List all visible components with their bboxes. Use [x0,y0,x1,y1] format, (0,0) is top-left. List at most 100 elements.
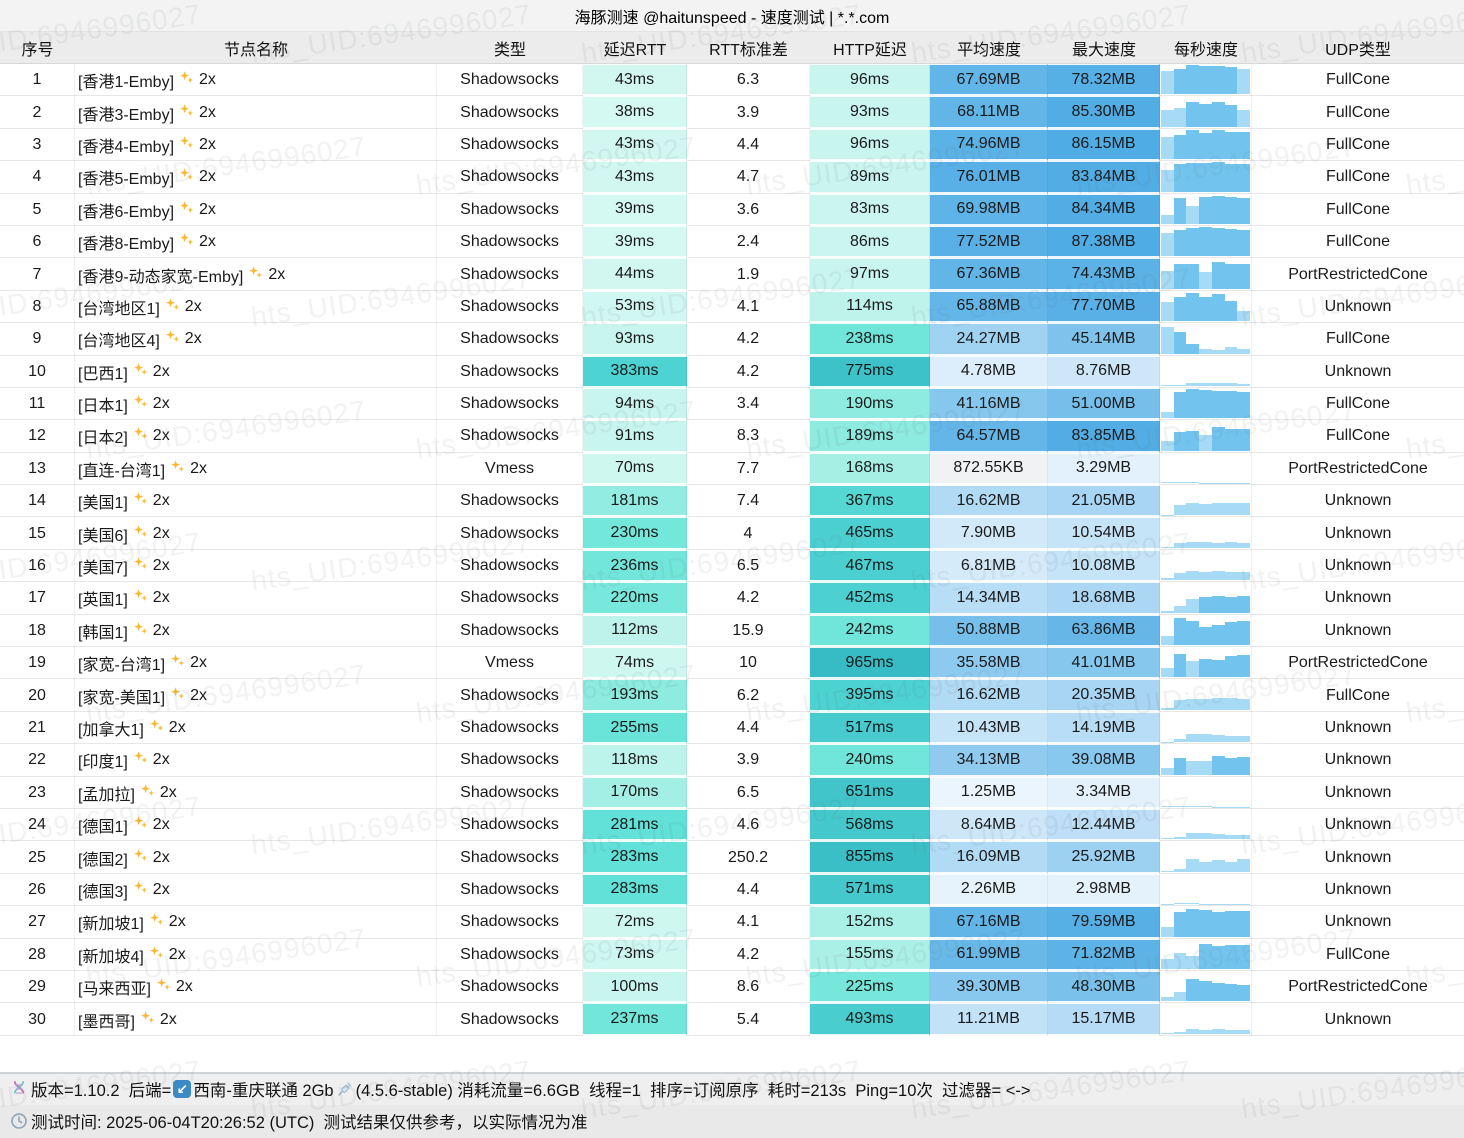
node-name-mult: 2x [152,816,170,834]
cell-max: 63.86MB [1048,614,1160,648]
cell-max: 39.08MB [1048,744,1160,777]
cell-node-name: [英国1] 2x [75,582,437,615]
cell-max: 71.82MB [1048,938,1160,971]
footer-timestamp-text: 测试时间: 2025-06-04T20:26:52 (UTC) 测试结果仅供参考… [31,1114,588,1133]
cell-udp: Unknown [1324,1010,1392,1028]
cell-node-name: [香港6-Emby] 2x [75,193,437,226]
speed-bars-chart [1160,258,1252,291]
node-name-text: [德国1] [78,819,128,837]
cell-udp: Unknown [1324,719,1392,736]
cell-udp: PortRestrictedCone [1288,459,1428,477]
col-header-http: HTTP延迟 [833,41,907,59]
node-name-mult: 2x [190,654,208,672]
cell-udp: FullCone [1325,330,1391,348]
cell-udp: FullCone [1325,135,1391,153]
cell-node-name: [家宽-美国1] 2x [75,679,437,712]
table-row: 21 [加拿大1] 2x Shadowsocks 255ms 4.4 517ms… [0,711,1464,745]
speed-bars-chart [1160,128,1252,162]
cell-std: 7.4 [687,485,810,518]
cell-rtt: 44ms [583,258,687,291]
sparkle-icon [149,718,164,738]
cell-avg: 7.90MB [930,517,1048,550]
speed-bars-chart [1160,323,1252,356]
cell-node-name: [墨西哥] 2x [75,1003,437,1036]
cell-avg: 41.16MB [930,387,1048,421]
cell-http: 238ms [810,323,930,356]
cell-rtt: 118ms [583,744,687,777]
cell-http: 225ms [810,970,930,1004]
cell-http: 189ms [810,420,930,453]
node-name-text: [家宽-美国1] [78,689,166,707]
sparkle-icon [179,135,194,155]
cell-std: 6.3 [687,64,810,97]
cell-udp: FullCone [1325,395,1391,413]
node-name-text: [德国2] [78,851,128,869]
node-name-text: [新加坡4] [78,948,144,966]
cell-type: Shadowsocks [437,420,583,453]
sparkle-icon [133,491,148,511]
cell-max: 77.70MB [1048,290,1160,324]
cell-rtt: 43ms [583,128,687,162]
table-row: 1 [香港1-Emby] 2x Shadowsocks 43ms 6.3 96m… [0,64,1464,97]
sparkle-icon [156,977,171,997]
node-name-text: [美国7] [78,560,128,578]
cell-rtt: 283ms [583,873,687,907]
speed-bars-chart [1160,96,1252,129]
node-name-mult: 2x [152,621,170,639]
cell-node-name: [日本1] 2x [75,387,437,421]
cell-http: 775ms [810,355,930,388]
speed-bars-chart [1160,452,1252,486]
cell-udp: PortRestrictedCone [1288,654,1428,672]
cell-type: Shadowsocks [437,64,583,97]
cell-std: 6.5 [687,776,810,809]
cell-avg: 16.62MB [930,485,1048,518]
clock-icon [10,1112,28,1130]
cell-rtt: 193ms [583,679,687,712]
node-name-text: [香港4-Emby] [78,138,175,156]
table-row: 30 [墨西哥] 2x Shadowsocks 237ms 5.4 493ms … [0,1003,1464,1036]
sparkle-icon [133,588,148,608]
cell-avg: 67.36MB [930,258,1048,291]
cell-max: 15.17MB [1048,1003,1160,1036]
cell-no: 29 [0,970,75,1004]
cell-udp: FullCone [1325,71,1391,89]
cell-node-name: [香港3-Emby] 2x [75,96,437,129]
speed-bars-chart [1160,679,1252,712]
cell-rtt: 43ms [583,161,687,194]
sparkle-icon [179,167,194,187]
node-name-mult: 2x [152,880,170,898]
table-row: 24 [德国1] 2x Shadowsocks 281ms 4.6 568ms … [0,808,1464,842]
node-name-text: [家宽-台湾1] [78,657,166,675]
cell-node-name: [日本2] 2x [75,420,437,453]
sparkle-icon [133,362,148,382]
cell-http: 965ms [810,647,930,680]
speed-bars-chart [1160,776,1252,809]
footer-stats-text-a: 版本=1.10.2 后端= [31,1082,172,1101]
cell-no: 16 [0,549,75,583]
cell-avg: 24.27MB [930,323,1048,356]
sparkle-icon [133,750,148,770]
table-row: 15 [美国6] 2x Shadowsocks 230ms 4 465ms 7.… [0,517,1464,550]
cell-avg: 16.62MB [930,679,1048,712]
cell-max: 79.59MB [1048,906,1160,939]
cell-rtt: 74ms [583,647,687,680]
cell-rtt: 283ms [583,841,687,874]
cell-no: 17 [0,582,75,615]
cell-avg: 10.43MB [930,711,1048,745]
col-header-type: 类型 [493,41,526,59]
cell-std: 7.7 [687,452,810,486]
cell-http: 190ms [810,387,930,421]
col-header-avg: 平均速度 [956,41,1021,59]
node-name-mult: 2x [152,848,170,866]
cell-avg: 11.21MB [930,1003,1048,1036]
cell-no: 12 [0,420,75,453]
cell-type: Shadowsocks [437,744,583,777]
cell-node-name: [台湾地区1] 2x [75,290,437,324]
cell-http: 517ms [810,711,930,745]
cell-rtt: 100ms [583,970,687,1004]
cell-avg: 16.09MB [930,841,1048,874]
cell-std: 4.4 [687,873,810,907]
speed-bars-chart [1160,64,1252,97]
cell-type: Vmess [437,647,583,680]
cell-http: 96ms [810,64,930,97]
